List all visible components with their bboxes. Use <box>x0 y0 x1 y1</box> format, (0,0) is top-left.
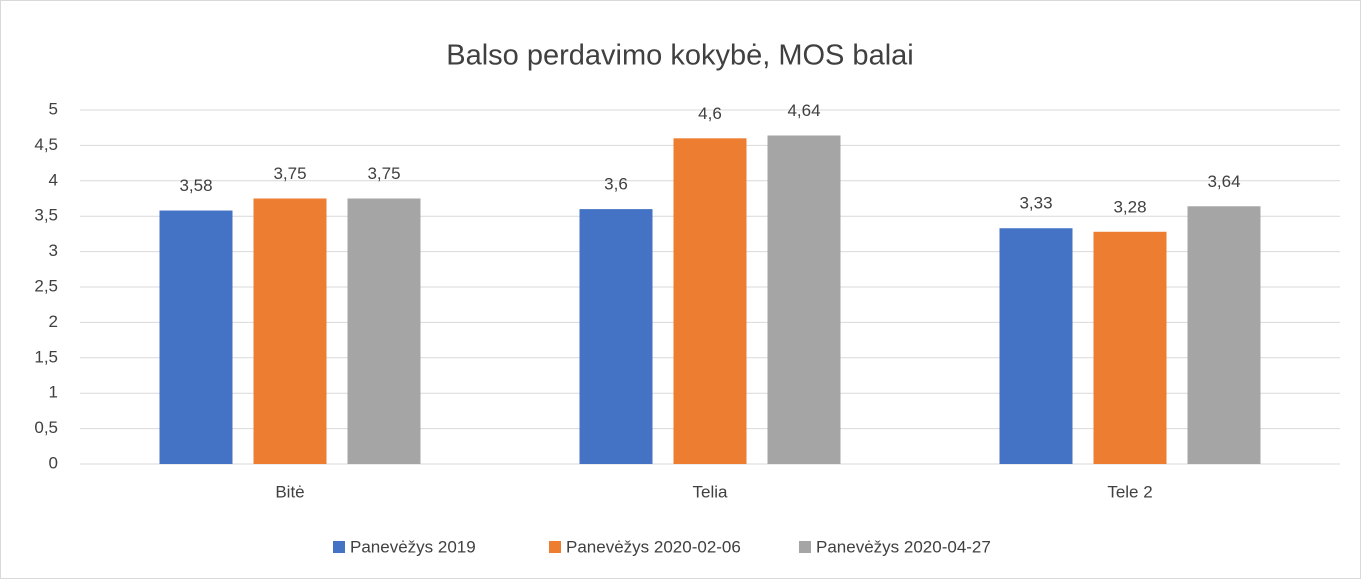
data-label: 3,28 <box>1113 197 1146 216</box>
legend-label: Panevėžys 2020-04-27 <box>816 537 991 556</box>
bar <box>767 135 841 464</box>
y-tick-label: 2 <box>49 312 58 331</box>
y-tick-label: 0,5 <box>34 418 58 437</box>
data-label: 3,6 <box>604 175 628 194</box>
y-tick-label: 3,5 <box>34 206 58 225</box>
data-label: 4,6 <box>698 104 722 123</box>
data-label: 3,33 <box>1019 194 1052 213</box>
bar <box>159 210 233 464</box>
legend-swatch <box>799 541 811 553</box>
y-tick-label: 1,5 <box>34 347 58 366</box>
y-tick-label: 4 <box>49 170 58 189</box>
bar <box>253 198 327 464</box>
x-tick-label: Tele 2 <box>1107 482 1152 501</box>
bar <box>347 198 421 464</box>
y-tick-label: 0 <box>49 453 58 472</box>
legend-swatch <box>549 541 561 553</box>
x-tick-label: Bitė <box>275 482 304 501</box>
legend-label: Panevėžys 2019 <box>350 537 476 556</box>
bar <box>1187 206 1261 464</box>
y-tick-label: 3 <box>49 241 58 260</box>
y-tick-label: 2,5 <box>34 276 58 295</box>
data-label: 3,64 <box>1207 172 1240 191</box>
data-label: 3,75 <box>367 164 400 183</box>
chart-title: Balso perdavimo kokybė, MOS balai <box>446 40 913 72</box>
legend-label: Panevėžys 2020-02-06 <box>566 537 741 556</box>
y-tick-label: 1 <box>49 383 58 402</box>
data-label: 3,58 <box>179 176 212 195</box>
bar <box>999 228 1073 464</box>
data-label: 4,64 <box>787 101 820 120</box>
x-tick-label: Telia <box>693 482 729 501</box>
bar <box>1093 231 1167 464</box>
data-label: 3,75 <box>273 164 306 183</box>
bar <box>673 138 747 464</box>
legend-swatch <box>333 541 345 553</box>
bar <box>579 209 653 464</box>
y-tick-label: 4,5 <box>34 135 58 154</box>
y-tick-label: 5 <box>49 99 58 118</box>
